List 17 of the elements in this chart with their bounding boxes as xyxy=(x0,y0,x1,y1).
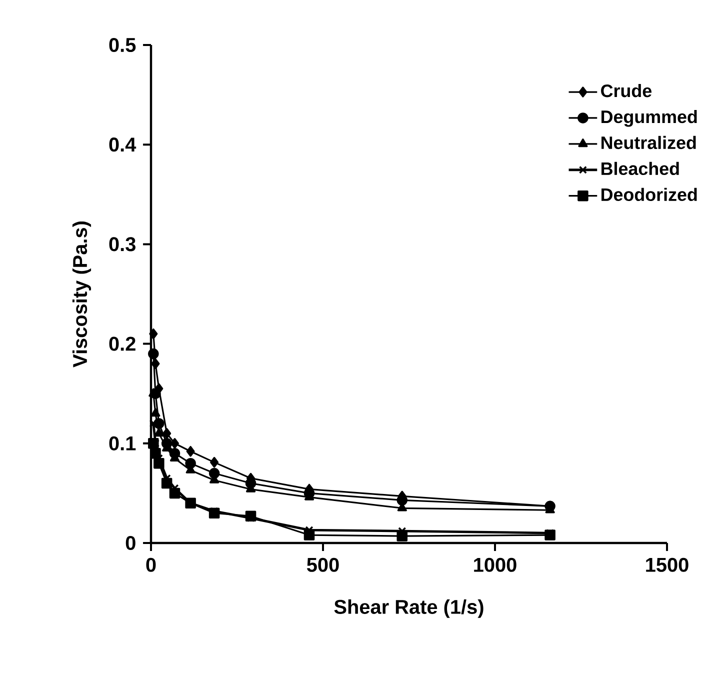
y-tick-label: 0.2 xyxy=(109,336,136,351)
x-tick-label: 0 xyxy=(146,558,156,572)
x-tick-label: 1000 xyxy=(474,558,516,572)
y-tick-label: 0 xyxy=(126,536,136,550)
y-tick-label: 0.4 xyxy=(109,138,136,152)
x-axis-title: Shear Rate (1/s) xyxy=(334,599,484,618)
x-tick-label: 1500 xyxy=(646,558,688,572)
legend-label: Bleached xyxy=(602,162,679,176)
x-tick-label: 500 xyxy=(306,558,339,572)
legend-label: Crude xyxy=(601,84,652,98)
legend-label: Neutralized xyxy=(602,136,696,150)
legend-label: Degummed xyxy=(602,110,697,127)
y-axis-title: Viscosity (Pa.s) xyxy=(72,222,92,368)
y-tick-label: 0.1 xyxy=(109,436,136,450)
legend-label: Deodorized xyxy=(602,188,697,201)
y-tick-label: 0.5 xyxy=(109,38,136,52)
y-tick-label: 0.3 xyxy=(109,237,136,252)
